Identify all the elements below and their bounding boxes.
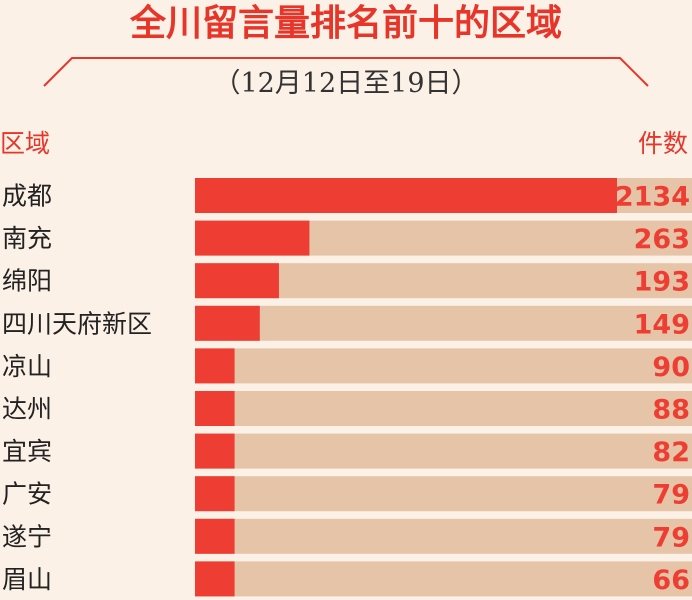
category-label: 成都 xyxy=(2,182,52,211)
bar xyxy=(195,263,279,299)
category-label: 四川天府新区 xyxy=(2,309,152,338)
bar-track xyxy=(195,348,692,384)
bar-track xyxy=(195,561,692,597)
category-label: 眉山 xyxy=(2,565,52,594)
bar xyxy=(195,433,235,469)
bar-track xyxy=(195,518,692,554)
bar-track xyxy=(195,391,692,426)
category-label: 南充 xyxy=(2,224,52,253)
bar xyxy=(195,518,235,554)
value-label: 79 xyxy=(652,522,690,553)
bar xyxy=(195,305,260,341)
value-label: 90 xyxy=(652,352,690,383)
category-label: 遂宁 xyxy=(2,522,52,551)
category-label: 绵阳 xyxy=(2,267,52,296)
bar xyxy=(195,476,235,512)
category-label: 广安 xyxy=(2,480,52,509)
chart-title: 全川留言量排名前十的区域 xyxy=(129,3,562,44)
bar-track xyxy=(195,476,692,512)
category-label: 达州 xyxy=(2,395,52,424)
category-label: 宜宾 xyxy=(2,437,52,466)
value-label: 82 xyxy=(652,437,690,468)
bar xyxy=(195,391,235,426)
bar xyxy=(195,220,310,256)
bar xyxy=(195,178,617,213)
bar-track xyxy=(195,433,692,469)
chart-subtitle: （12月12日至19日） xyxy=(213,68,479,99)
bar xyxy=(195,561,235,597)
title-bracket xyxy=(43,57,649,87)
value-label: 193 xyxy=(634,267,690,298)
region-column-header: 区域 xyxy=(0,129,51,158)
category-label: 凉山 xyxy=(2,352,52,381)
bar xyxy=(195,348,235,384)
value-label: 88 xyxy=(652,395,690,426)
value-label: 263 xyxy=(634,224,690,255)
value-label: 66 xyxy=(652,565,690,596)
value-label: 149 xyxy=(634,309,690,340)
count-column-header: 件数 xyxy=(637,129,688,158)
value-label: 79 xyxy=(652,480,690,511)
value-label: 2134 xyxy=(615,182,690,213)
bar-track xyxy=(195,305,692,341)
